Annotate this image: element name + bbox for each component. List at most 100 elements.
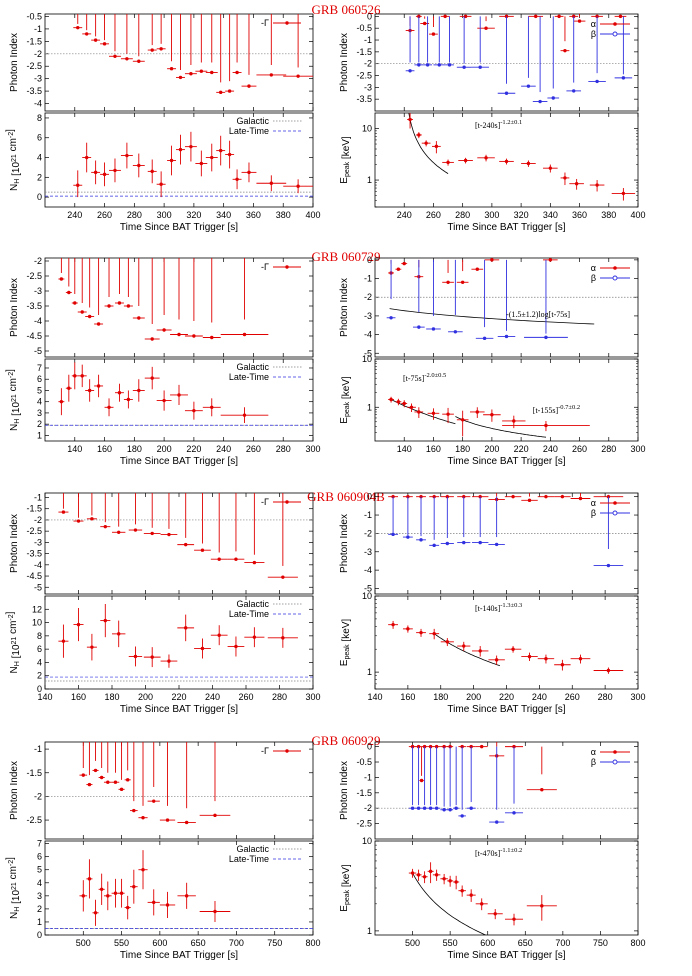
point-marker	[416, 873, 421, 877]
data-point	[560, 172, 570, 186]
data-point	[570, 493, 591, 501]
x-tick-label: 300	[630, 692, 645, 702]
point-marker	[493, 912, 497, 916]
data-point	[103, 881, 112, 911]
legend-label: -Γ	[261, 746, 269, 756]
y-axis-label: Epeak [keV]	[339, 376, 352, 424]
data-point	[588, 16, 606, 84]
point-marker	[443, 14, 447, 19]
data-point	[477, 154, 495, 162]
y-axis-label: Photon Index	[9, 278, 20, 337]
point-marker	[150, 655, 154, 659]
data-point	[58, 388, 65, 416]
data-point	[431, 141, 441, 154]
data-point	[77, 258, 87, 314]
x-axis-label: Time Since BAT Trigger [s]	[447, 222, 565, 233]
data-point	[554, 659, 571, 671]
legend-label: β	[591, 273, 596, 283]
point-marker	[218, 148, 223, 153]
y-axis-label: Photon Index	[339, 278, 350, 337]
y-tick-label: -1	[34, 24, 42, 34]
grb-block-060729: GRB 060729 -2 -2.5 -3 -3.5 -4 -4.5 -5 Photon Ind…	[5, 249, 646, 467]
data-point	[205, 14, 218, 75]
point-marker	[159, 182, 163, 186]
data-point	[103, 742, 112, 784]
point-marker	[422, 21, 427, 26]
y-axis-label: NH [1021 cm-2]	[5, 611, 22, 673]
point-marker	[169, 67, 174, 71]
data-point	[458, 746, 466, 818]
x-tick-label: 280	[598, 692, 613, 702]
data-point	[423, 16, 432, 67]
plot-area	[388, 396, 590, 438]
data-point	[124, 742, 131, 782]
y-tick-label: 3	[37, 891, 42, 901]
point-marker	[235, 70, 239, 75]
point-marker	[544, 335, 548, 340]
x-tick-label: 340	[216, 210, 231, 220]
plot-frame	[44, 13, 314, 112]
data-point	[156, 390, 172, 411]
data-point	[416, 628, 426, 637]
plot-frame	[374, 595, 639, 690]
point-marker	[428, 806, 433, 810]
point-marker	[93, 170, 98, 175]
data-point	[267, 493, 298, 579]
x-tick-label: 380	[601, 210, 616, 220]
legend-label: Late-Time	[229, 126, 269, 136]
y-tick-label: -3.5	[26, 549, 42, 559]
point-marker	[445, 640, 450, 644]
point-marker	[425, 63, 430, 67]
point-marker	[152, 799, 156, 803]
data-point	[521, 16, 536, 88]
point-marker	[460, 418, 465, 422]
point-marker	[540, 904, 544, 908]
y-tick-label: -1.5	[356, 788, 372, 798]
data-point	[497, 259, 516, 339]
data-point	[554, 14, 564, 19]
plot-area	[45, 850, 313, 929]
point-marker	[447, 63, 452, 67]
point-marker	[103, 524, 108, 529]
x-tick-label: 280	[272, 692, 287, 702]
data-point	[573, 14, 586, 23]
data-point	[440, 14, 450, 19]
data-point	[611, 188, 636, 201]
data-point	[521, 652, 538, 661]
point-marker	[595, 183, 599, 187]
data-point	[82, 142, 92, 173]
epeak-panel: 1 10 500 550 600 650 700 750 800 Time Since BAT T…	[339, 836, 646, 961]
data-point	[388, 620, 399, 629]
data-point	[414, 16, 424, 67]
point-marker	[424, 141, 428, 145]
point-marker	[563, 48, 567, 53]
point-marker	[165, 903, 170, 907]
data-point	[528, 14, 544, 19]
grb-title: GRB 060729	[312, 249, 381, 264]
y-tick-label: -3	[364, 547, 372, 557]
point-marker	[606, 668, 611, 673]
data-point	[471, 496, 489, 545]
x-tick-label: 550	[114, 938, 129, 948]
point-marker	[210, 155, 214, 160]
data-point	[453, 875, 460, 890]
data-point	[432, 746, 441, 810]
data-point	[457, 641, 471, 651]
y-tick-label: 5	[37, 385, 42, 395]
plot-frame	[44, 741, 314, 840]
data-point	[433, 16, 446, 67]
point-marker	[460, 888, 464, 893]
legend-marker	[612, 31, 618, 37]
point-marker	[527, 498, 532, 503]
data-point	[177, 493, 195, 547]
x-tick-label: 160	[97, 444, 112, 454]
point-marker	[252, 560, 257, 565]
legend-label: Late-Time	[229, 854, 269, 864]
point-marker	[167, 659, 171, 663]
point-marker	[408, 69, 412, 73]
point-marker	[281, 636, 285, 640]
point-marker	[67, 290, 71, 295]
point-marker	[446, 412, 450, 416]
point-marker	[200, 646, 205, 651]
